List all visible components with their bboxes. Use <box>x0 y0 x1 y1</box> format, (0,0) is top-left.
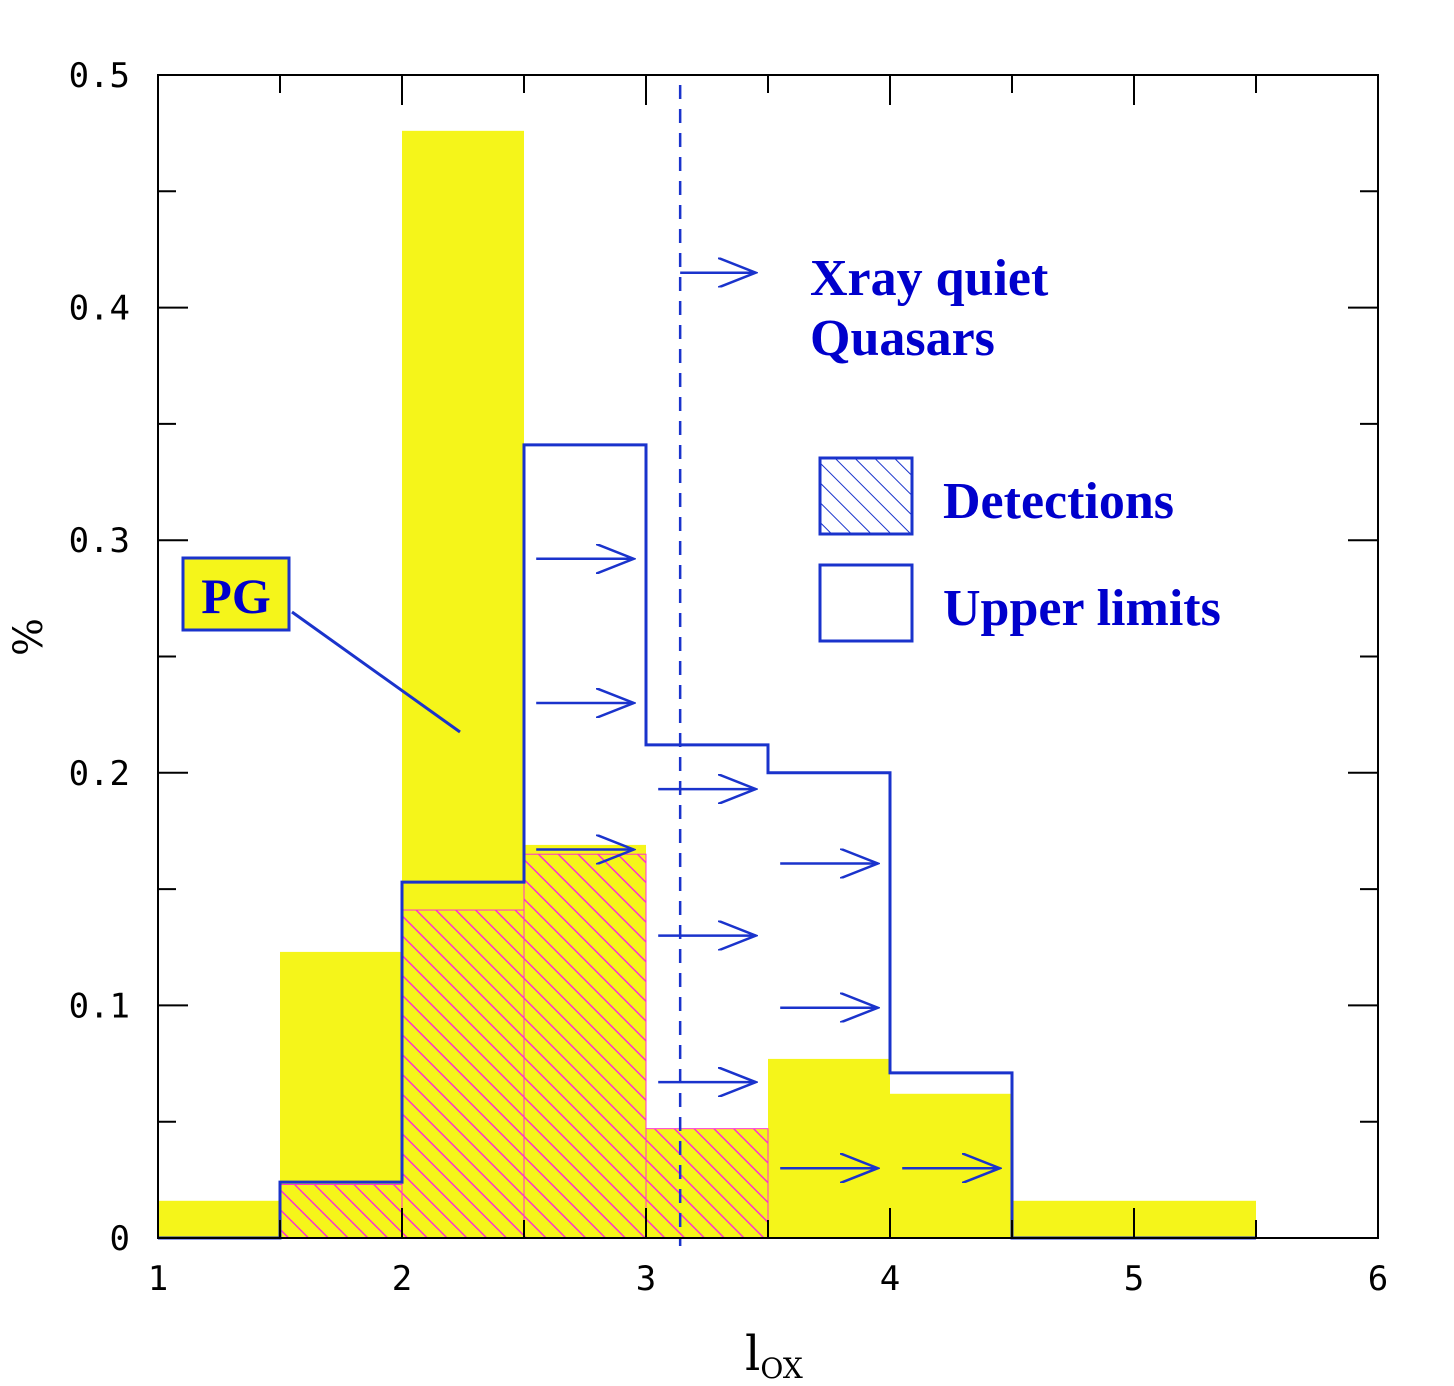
x-tick-label: 2 <box>392 1259 412 1299</box>
y-tick-label: 0.2 <box>69 754 130 794</box>
detections-bars <box>279 853 769 1239</box>
upper-limits-outline <box>158 443 1256 1240</box>
x-axis-label-main: l <box>745 1326 760 1382</box>
pg-bar <box>890 1093 1012 1238</box>
legend: Detections Upper limits <box>818 456 1221 643</box>
y-tick-label: 0.1 <box>69 986 130 1026</box>
axis-ticks <box>157 74 1379 1239</box>
x-axis-label: lOX <box>745 1326 803 1385</box>
x-tick-label: 3 <box>636 1259 656 1299</box>
y-tick-label: 0.5 <box>69 56 130 96</box>
y-axis-label: % <box>6 618 52 656</box>
y-tick-label: 0.4 <box>69 289 130 329</box>
x-tick-label: 1 <box>148 1259 168 1299</box>
detections-bar <box>401 909 525 1239</box>
axis-tick-labels: 1 2 3 4 5 6 0 0.1 0.2 0.3 0.4 0.5 <box>69 56 1389 1299</box>
pg-label: PG <box>201 568 270 624</box>
x-axis-label-sub: OX <box>760 1352 802 1385</box>
legend-upper-limits-swatch <box>818 563 914 643</box>
pg-bars <box>158 130 1256 1239</box>
pg-bar <box>158 1200 280 1238</box>
legend-upper-limits-label: Upper limits <box>943 580 1221 637</box>
pg-bar <box>1134 1200 1256 1238</box>
detections-bar <box>523 853 647 1239</box>
x-tick-label: 5 <box>1124 1259 1144 1299</box>
x-tick-label: 6 <box>1368 1259 1388 1299</box>
legend-detections-swatch <box>818 456 914 536</box>
pg-label-box <box>181 556 291 632</box>
upper-limit-arrows <box>536 273 1000 1169</box>
x-tick-label: 4 <box>880 1259 900 1299</box>
y-tick-label: 0 <box>110 1219 130 1259</box>
pg-bar <box>1012 1200 1134 1238</box>
detections-bar <box>279 1184 403 1239</box>
legend-detections-label: Detections <box>943 473 1174 530</box>
pg-callout: PG <box>181 556 461 734</box>
pg-pointer-line <box>291 610 461 734</box>
xray-quiet-label-line1: Xray quiet <box>810 250 1049 307</box>
pg-bar <box>768 1058 890 1238</box>
detections-bar <box>645 1128 769 1239</box>
y-tick-label: 0.3 <box>69 521 130 561</box>
xray-quiet-label-line2: Quasars <box>810 310 995 367</box>
